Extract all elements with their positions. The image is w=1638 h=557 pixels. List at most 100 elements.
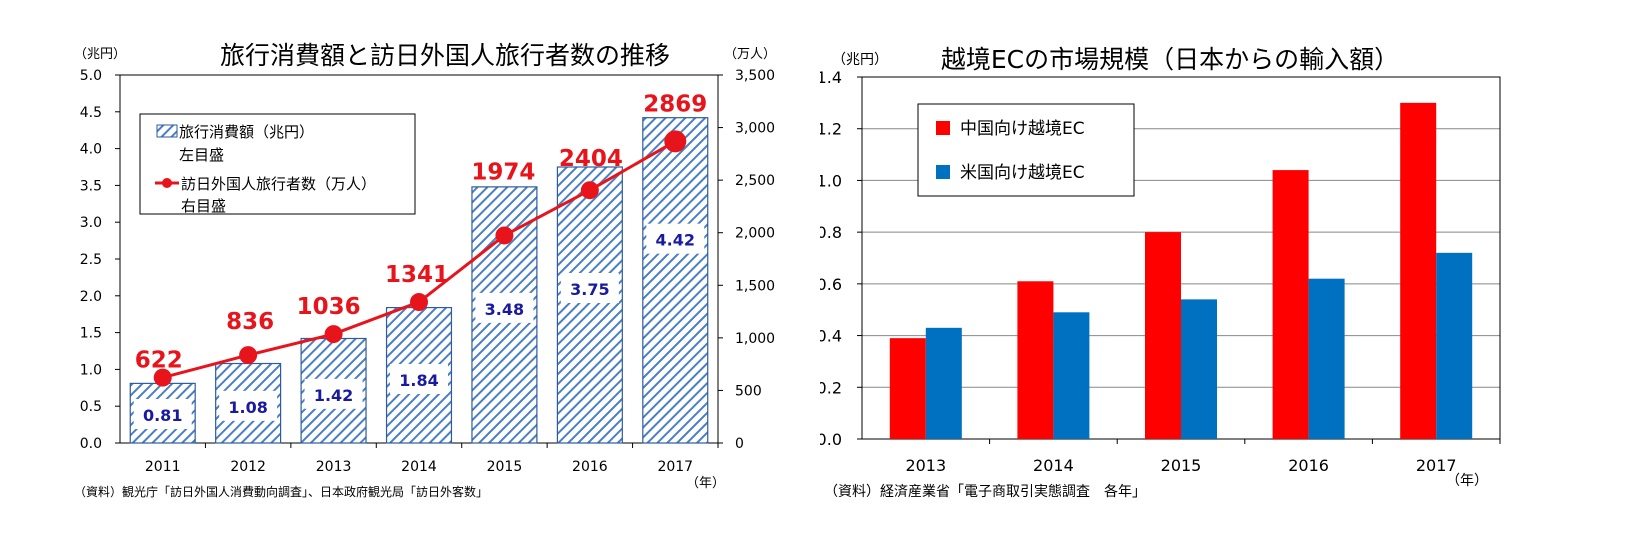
visitors-point (153, 368, 172, 387)
right-x-category-label: 2017 (1416, 456, 1457, 475)
right-y-axis-unit: （兆円） (832, 52, 888, 68)
right-x-category-label: 2014 (1033, 456, 1074, 475)
china-ec-bar (1272, 170, 1309, 440)
right-y-tick-label: 1.0 (820, 171, 842, 190)
spending-bar (556, 166, 623, 444)
left-y-tick-label: 1.0 (80, 362, 102, 378)
legend-china-label: 中国向け越境EC (960, 119, 1085, 139)
left-y-tick-label: 3.0 (80, 215, 102, 231)
visitors-point (495, 226, 514, 245)
china-ec-bar (1017, 281, 1054, 439)
us-ec-bar (925, 327, 962, 439)
right-y-tick-label: 0.0 (820, 430, 842, 449)
left-y-tick-label: 0.0 (80, 436, 102, 452)
spending-value-box (219, 390, 278, 421)
left-y-tick-label: 4.5 (80, 105, 102, 121)
right-y-tick-label: 1.4 (820, 68, 842, 87)
visitors-point (580, 181, 599, 200)
visitors-value-label: 1974 (471, 159, 535, 185)
visitors-value-label: 2404 (559, 146, 623, 172)
x-category-label: 2012 (230, 459, 266, 475)
x-category-label: 2015 (487, 459, 523, 475)
visitors-value-label: 1341 (385, 262, 449, 288)
right-y-tick-label: 500 (735, 383, 762, 399)
spending-value-label: 3.75 (570, 280, 609, 299)
spending-value-label: 4.42 (656, 231, 695, 250)
right-y-tick-label: 2,500 (735, 173, 775, 189)
left-legend-box (139, 113, 416, 215)
spending-value-label: 1.42 (314, 386, 353, 405)
spending-bar (642, 117, 709, 444)
right-x-category-label: 2015 (1161, 456, 1202, 475)
spending-value-label: 3.48 (485, 300, 524, 319)
spending-value-box (390, 363, 448, 394)
spending-value-label: 1.08 (228, 398, 267, 417)
left-legend: 旅行消費額（兆円） 左目盛 訪日外国人旅行者数（万人） 右目盛 (139, 113, 416, 215)
china-ec-bar (889, 338, 926, 439)
right-y-tick-label: 3,500 (735, 68, 775, 84)
legend-bar-label: 旅行消費額（兆円） (179, 123, 314, 141)
right-y-tick-label: 0.8 (820, 223, 842, 242)
right-y-tick-label: 0.2 (820, 378, 842, 397)
right-legend-box (917, 103, 1135, 197)
left-y-axis-unit: （兆円） (74, 47, 126, 62)
us-ec-bar (1181, 299, 1217, 439)
right-y-tick-label: 1.2 (820, 120, 842, 139)
legend-bar-axis-note: 左目盛 (179, 146, 224, 164)
us-ec-bar (1053, 312, 1090, 439)
visitors-value-label: 1036 (297, 294, 361, 320)
visitors-value-label: 622 (135, 348, 183, 374)
visitors-value-label: 836 (226, 309, 274, 335)
x-category-label: 2017 (657, 459, 693, 475)
legend-us-swatch (936, 165, 950, 179)
left-y-tick-label: 1.5 (80, 326, 102, 342)
legend-line-marker (162, 178, 172, 188)
visitors-point (324, 325, 343, 344)
visitors-point (410, 293, 428, 312)
legend-line-label: 訪日外国人旅行者数（万人） (181, 175, 376, 193)
left-chart-title: 旅行消費額と訪日外国人旅行者数の推移 (220, 41, 670, 70)
x-category-label: 2014 (401, 459, 437, 475)
visitors-point (239, 346, 258, 365)
right-y-tick-label: 0.6 (820, 275, 842, 294)
left-x-unit: （年） (686, 476, 725, 491)
right-x-category-label: 2016 (1288, 456, 1329, 475)
x-category-label: 2013 (316, 459, 352, 475)
us-ec-bar (1308, 278, 1345, 439)
visitors-value-label: 2869 (643, 91, 707, 117)
left-y-tick-label: 2.5 (80, 252, 102, 268)
us-ec-bar (1436, 252, 1473, 439)
spending-value-box (304, 378, 363, 409)
right-x-category-label: 2013 (905, 456, 946, 475)
right-y-tick-label: 3,000 (735, 121, 775, 137)
right-y-tick-label: 0 (735, 436, 744, 452)
right-y-axis-unit: （万人） (724, 47, 776, 62)
left-y-tick-label: 5.0 (80, 68, 102, 84)
spending-value-box (560, 273, 619, 303)
left-y-tick-label: 4.0 (80, 142, 102, 158)
left-y-tick-label: 3.5 (80, 178, 102, 194)
right-x-unit: （年） (1446, 473, 1488, 489)
spending-value-label: 1.84 (399, 371, 438, 390)
right-y-tick-label: 0.4 (820, 327, 842, 346)
left-chart-panel: 旅行消費額と訪日外国人旅行者数の推移 （兆円） （万人） 0.0 0.5 1.0 1.… (0, 0, 820, 553)
right-y-tick-label: 2,000 (735, 226, 775, 242)
legend-us-label: 米国向け越境EC (960, 163, 1085, 183)
x-category-label: 2011 (145, 459, 181, 475)
china-ec-bar (1400, 102, 1437, 439)
legend-china-swatch (936, 121, 950, 135)
legend-bar-swatch (156, 124, 178, 138)
left-y-tick-label: 0.5 (80, 399, 102, 415)
spending-value-box (646, 223, 705, 254)
spending-value-label: 0.81 (143, 406, 182, 425)
left-y-tick-label: 2.0 (80, 289, 102, 305)
spending-value-box (475, 292, 534, 323)
ec-chart-svg: 越境ECの市場規模（日本からの輸入額） （兆円） 0.0 0.2 0.4 0.6 0.8… (817, 45, 1501, 500)
x-category-label: 2016 (572, 459, 608, 475)
right-y-tick-label: 1,500 (735, 278, 775, 294)
left-source-note: （資料）観光庁「訪日外国人消費動向調査」、日本政府観光局「訪日外客数」 (74, 484, 488, 499)
right-chart-title: 越境ECの市場規模（日本からの輸入額） (941, 45, 1399, 74)
tourism-chart-svg: 旅行消費額と訪日外国人旅行者数の推移 （兆円） （万人） 0.0 0.5 1.0 1.… (74, 41, 776, 499)
right-source-note: （資料）経済産業省「電子商取引実態調査 各年」 (824, 484, 1146, 500)
china-ec-bar (1145, 232, 1181, 439)
